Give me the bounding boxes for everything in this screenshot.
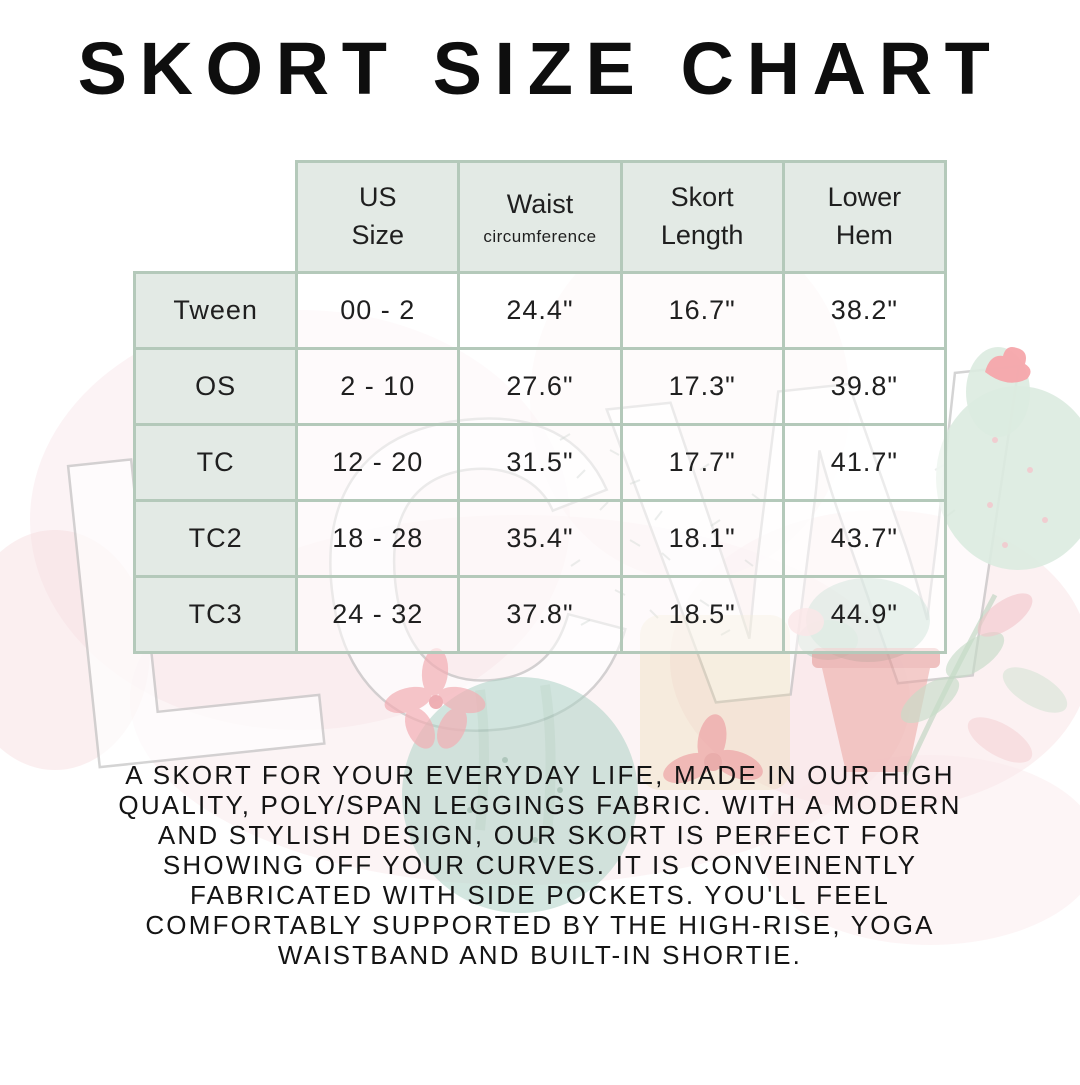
description-line: FABRICATED WITH SIDE POCKETS. YOU'LL FEE… xyxy=(189,880,891,910)
flower-art xyxy=(384,648,486,749)
glass-art xyxy=(640,615,790,790)
data-cell: 00 - 2 xyxy=(295,271,461,350)
table-body: Tween 00 - 2 24.4" 16.7" 38.2" OS 2 - 10 27.6" 1… xyxy=(132,271,948,654)
data-cell: 18.5" xyxy=(619,575,785,654)
data-cell: 31.5" xyxy=(457,423,623,502)
table-row: OS 2 - 10 27.6" 17.3" 39.8" xyxy=(132,347,948,426)
data-cell: 44.9" xyxy=(781,575,948,654)
data-cell: 39.8" xyxy=(781,347,948,426)
table-row: TC3 24 - 32 37.8" 18.5" 44.9" xyxy=(132,575,948,654)
data-cell: 37.8" xyxy=(457,575,623,654)
data-cell: 27.6" xyxy=(457,347,623,426)
description-line: A SKORT FOR YOUR EVERYDAY LIFE, MADE IN … xyxy=(125,760,955,790)
cactus-art xyxy=(936,347,1080,570)
corner-cell xyxy=(135,162,297,273)
product-description: A SKORT FOR YOUR EVERYDAY LIFE, MADE IN … xyxy=(0,760,1080,970)
data-cell: 18.1" xyxy=(619,499,785,578)
column-header: Skort Length xyxy=(619,160,785,274)
data-cell: 43.7" xyxy=(781,499,948,578)
data-cell: 12 - 20 xyxy=(295,423,461,502)
pink-wash xyxy=(0,530,150,770)
data-cell: 24 - 32 xyxy=(295,575,461,654)
data-cell: 2 - 10 xyxy=(295,347,461,426)
data-cell: 41.7" xyxy=(781,423,948,502)
data-cell: 38.2" xyxy=(781,271,948,350)
table-header-row: US Size Waist circumference Skort Length Low… xyxy=(135,160,948,274)
column-header: Waist circumference xyxy=(457,160,623,274)
page-title: SKORT SIZE CHART xyxy=(77,27,1003,110)
red-flower-art xyxy=(663,714,763,784)
row-label: OS xyxy=(132,347,299,426)
row-label: Tween xyxy=(132,271,299,350)
pink-wash xyxy=(760,755,1080,945)
table-row: TC2 18 - 28 35.4" 18.1" 43.7" xyxy=(132,499,948,578)
row-label: TC2 xyxy=(132,499,299,578)
size-chart-table: US Size Waist circumference Skort Length Low… xyxy=(132,160,948,654)
table-row: TC 12 - 20 31.5" 17.7" 41.7" xyxy=(132,423,948,502)
data-cell: 16.7" xyxy=(619,271,785,350)
description-line: WAISTBAND AND BUILT-IN SHORTIE. xyxy=(277,940,803,970)
column-header-sublabel: circumference xyxy=(483,226,597,246)
description-line: QUALITY, POLY/SPAN LEGGINGS FABRIC. WITH… xyxy=(118,790,962,820)
column-header-label: US Size xyxy=(351,182,405,250)
column-header-label: Waist xyxy=(506,188,574,219)
data-cell: 17.7" xyxy=(619,423,785,502)
row-label: TC3 xyxy=(132,575,299,654)
description-line: COMFORTABLY SUPPORTED BY THE HIGH-RISE, … xyxy=(145,910,935,940)
column-header: Lower Hem xyxy=(781,160,948,274)
data-cell: 18 - 28 xyxy=(295,499,461,578)
leaf-branch-art xyxy=(900,593,1068,777)
row-label: TC xyxy=(132,423,299,502)
data-cell: 17.3" xyxy=(619,347,785,426)
description-line: AND STYLISH DESIGN, OUR SKORT IS PERFECT… xyxy=(157,820,923,850)
table-header: US Size Waist circumference Skort Length Low… xyxy=(135,160,948,274)
description-line: SHOWING OFF YOUR CURVES. IT IS CONVEINEN… xyxy=(162,850,918,880)
data-cell: 35.4" xyxy=(457,499,623,578)
column-header: US Size xyxy=(295,160,461,274)
column-header-label: Lower Hem xyxy=(827,182,902,250)
column-header-label: Skort Length xyxy=(660,182,744,250)
table-row: Tween 00 - 2 24.4" 16.7" 38.2" xyxy=(132,271,948,350)
data-cell: 24.4" xyxy=(457,271,623,350)
